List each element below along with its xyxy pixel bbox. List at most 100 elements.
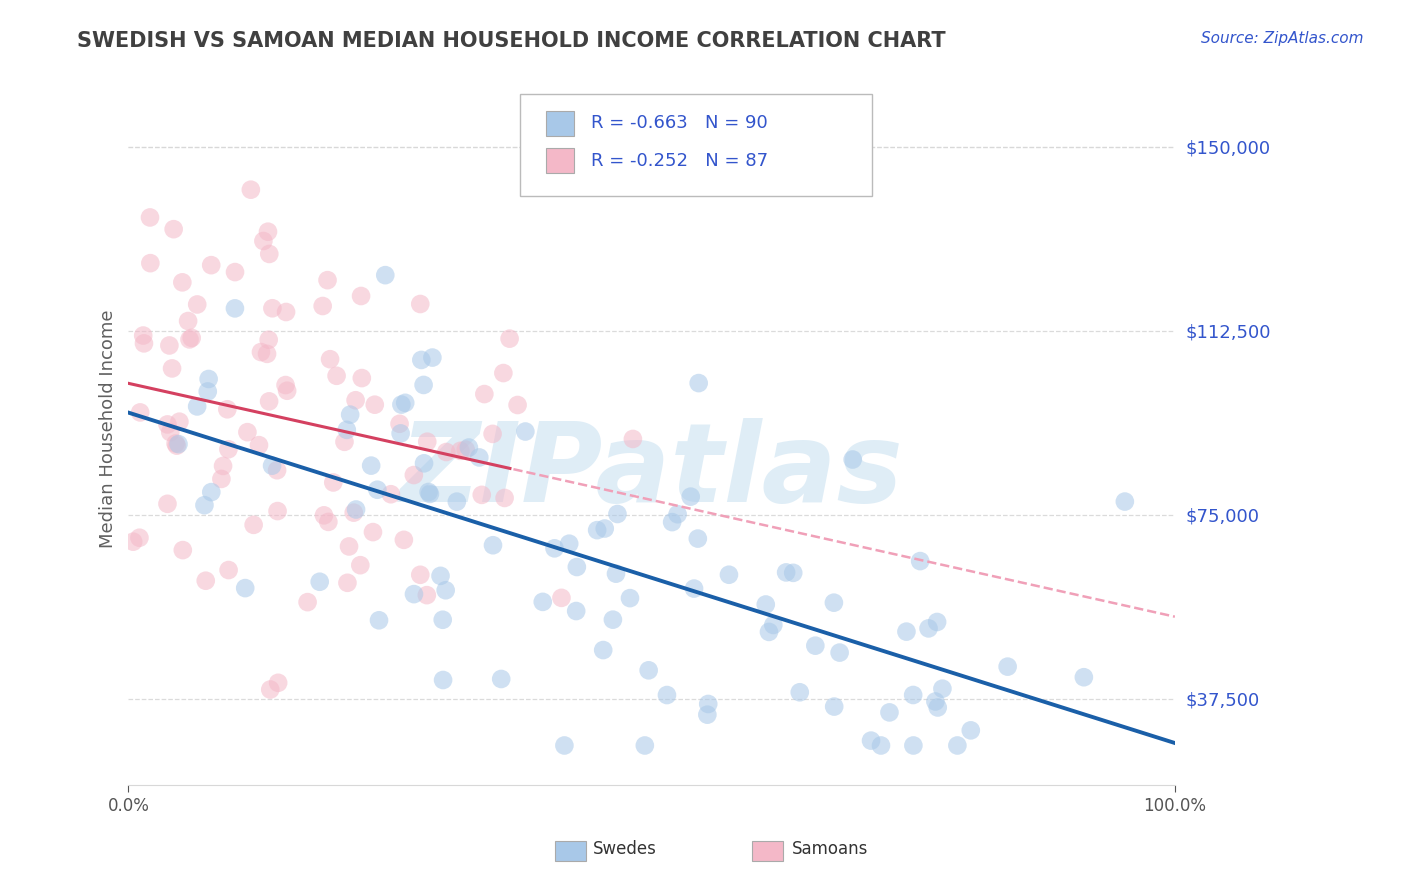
Point xyxy=(169,415,191,429)
Point xyxy=(177,314,200,328)
Point xyxy=(870,739,893,753)
Point xyxy=(879,706,901,720)
Point xyxy=(586,523,609,537)
Point xyxy=(683,582,706,596)
Point xyxy=(212,458,235,473)
Point xyxy=(634,739,657,753)
Point xyxy=(193,498,215,512)
Point xyxy=(481,426,503,441)
Point xyxy=(468,450,491,465)
Point xyxy=(927,700,949,714)
Point xyxy=(389,426,412,441)
Point xyxy=(558,537,581,551)
Point xyxy=(186,400,208,414)
Point xyxy=(758,624,780,639)
Point xyxy=(156,417,179,432)
Point xyxy=(946,739,969,753)
Point xyxy=(416,588,439,602)
Point xyxy=(361,525,384,540)
Point xyxy=(492,366,515,380)
Point xyxy=(762,618,785,632)
Point xyxy=(896,624,918,639)
Point xyxy=(139,256,162,270)
Point xyxy=(927,615,949,629)
Point xyxy=(409,567,432,582)
Point xyxy=(256,347,278,361)
Point xyxy=(841,452,863,467)
Point xyxy=(200,258,222,272)
Point xyxy=(364,398,387,412)
Point xyxy=(388,417,411,431)
Point xyxy=(259,247,281,261)
Point xyxy=(449,443,471,458)
Point xyxy=(132,336,155,351)
Point xyxy=(156,497,179,511)
Point xyxy=(688,376,710,390)
Point xyxy=(402,468,425,483)
Point xyxy=(392,533,415,547)
Point xyxy=(391,398,413,412)
Point xyxy=(179,333,201,347)
Point xyxy=(344,393,367,408)
Point xyxy=(163,222,186,236)
Point xyxy=(224,301,246,316)
Point xyxy=(217,402,239,417)
Point xyxy=(506,398,529,412)
Point xyxy=(605,566,627,581)
Text: R = -0.663   N = 90: R = -0.663 N = 90 xyxy=(591,114,768,132)
Point xyxy=(343,506,366,520)
Point xyxy=(337,540,360,554)
Point xyxy=(686,532,709,546)
Point xyxy=(319,352,342,367)
Point xyxy=(422,351,444,365)
Point xyxy=(782,566,804,580)
Point xyxy=(429,569,451,583)
Point xyxy=(482,538,505,552)
Point xyxy=(274,378,297,392)
Point xyxy=(515,425,537,439)
Point xyxy=(180,331,202,345)
Point xyxy=(224,265,246,279)
Point xyxy=(655,688,678,702)
Text: Swedes: Swedes xyxy=(593,840,657,858)
Point xyxy=(297,595,319,609)
Point xyxy=(333,434,356,449)
Text: Source: ZipAtlas.com: Source: ZipAtlas.com xyxy=(1201,31,1364,46)
Point xyxy=(908,554,931,568)
Point xyxy=(166,439,188,453)
Point xyxy=(350,289,373,303)
Point xyxy=(416,434,439,449)
Point xyxy=(209,472,232,486)
Point xyxy=(257,394,280,409)
Point xyxy=(276,384,298,398)
Point xyxy=(697,697,720,711)
Point xyxy=(789,685,811,699)
Point xyxy=(186,297,208,311)
Point xyxy=(374,268,396,282)
Point xyxy=(350,371,373,385)
Point xyxy=(637,663,659,677)
Point xyxy=(550,591,572,605)
Point xyxy=(661,515,683,529)
Point xyxy=(197,372,219,386)
Point xyxy=(197,384,219,399)
Point xyxy=(565,604,588,618)
Point xyxy=(755,598,778,612)
Point xyxy=(412,378,434,392)
Point xyxy=(619,591,641,606)
Point xyxy=(602,613,624,627)
Point xyxy=(917,621,939,635)
Point xyxy=(409,297,432,311)
Point xyxy=(122,534,145,549)
Point xyxy=(250,345,273,359)
Point xyxy=(233,581,256,595)
Point xyxy=(257,225,280,239)
Point xyxy=(457,441,479,455)
Point xyxy=(172,276,194,290)
Point xyxy=(621,432,644,446)
Point xyxy=(959,723,981,738)
Point xyxy=(194,574,217,588)
Point xyxy=(903,739,925,753)
Point xyxy=(218,563,240,577)
Point xyxy=(997,659,1019,673)
